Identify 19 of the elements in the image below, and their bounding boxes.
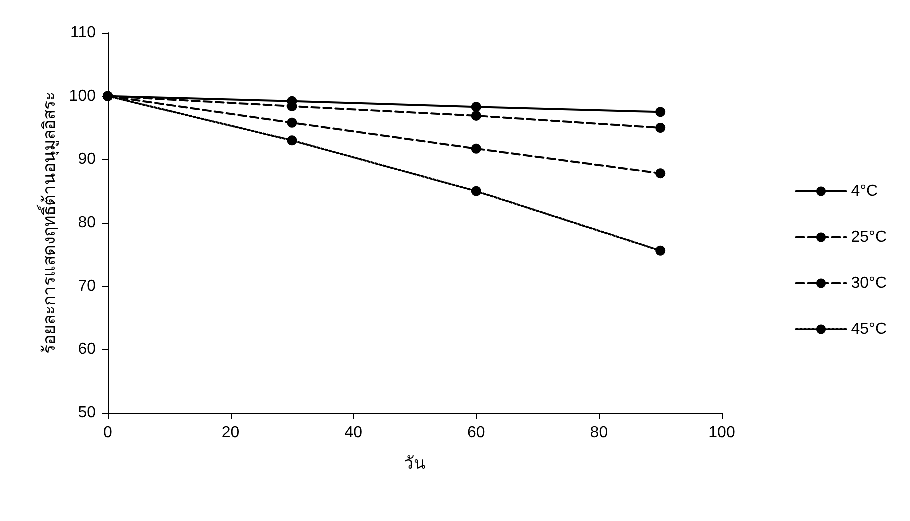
y-tick-label: 80 — [78, 214, 96, 232]
y-tick-label: 60 — [78, 341, 96, 358]
y-tick-label: 100 — [69, 88, 96, 105]
y-axis-title: ร้อยละการแสดงฤทธิ์ต้านอนุมูลอิสระ — [37, 92, 60, 354]
legend-label: 4°C — [851, 183, 878, 200]
y-tick-label: 50 — [78, 404, 96, 422]
y-tick-label: 70 — [78, 278, 96, 295]
legend-label: 25°C — [851, 229, 887, 246]
legend-label: 45°C — [851, 321, 887, 338]
x-tick-label: 40 — [344, 424, 363, 442]
x-axis-title: วัน — [404, 454, 426, 473]
y-tick-label: 110 — [70, 24, 96, 42]
y-tick-label: 90 — [78, 151, 96, 168]
legend-label: 30°C — [851, 275, 887, 292]
x-tick-label: 0 — [104, 424, 113, 442]
x-tick-label: 100 — [708, 424, 736, 442]
x-tick-label: 60 — [468, 424, 486, 442]
x-tick-label: 20 — [222, 424, 240, 442]
x-tick-label: 80 — [590, 424, 608, 442]
